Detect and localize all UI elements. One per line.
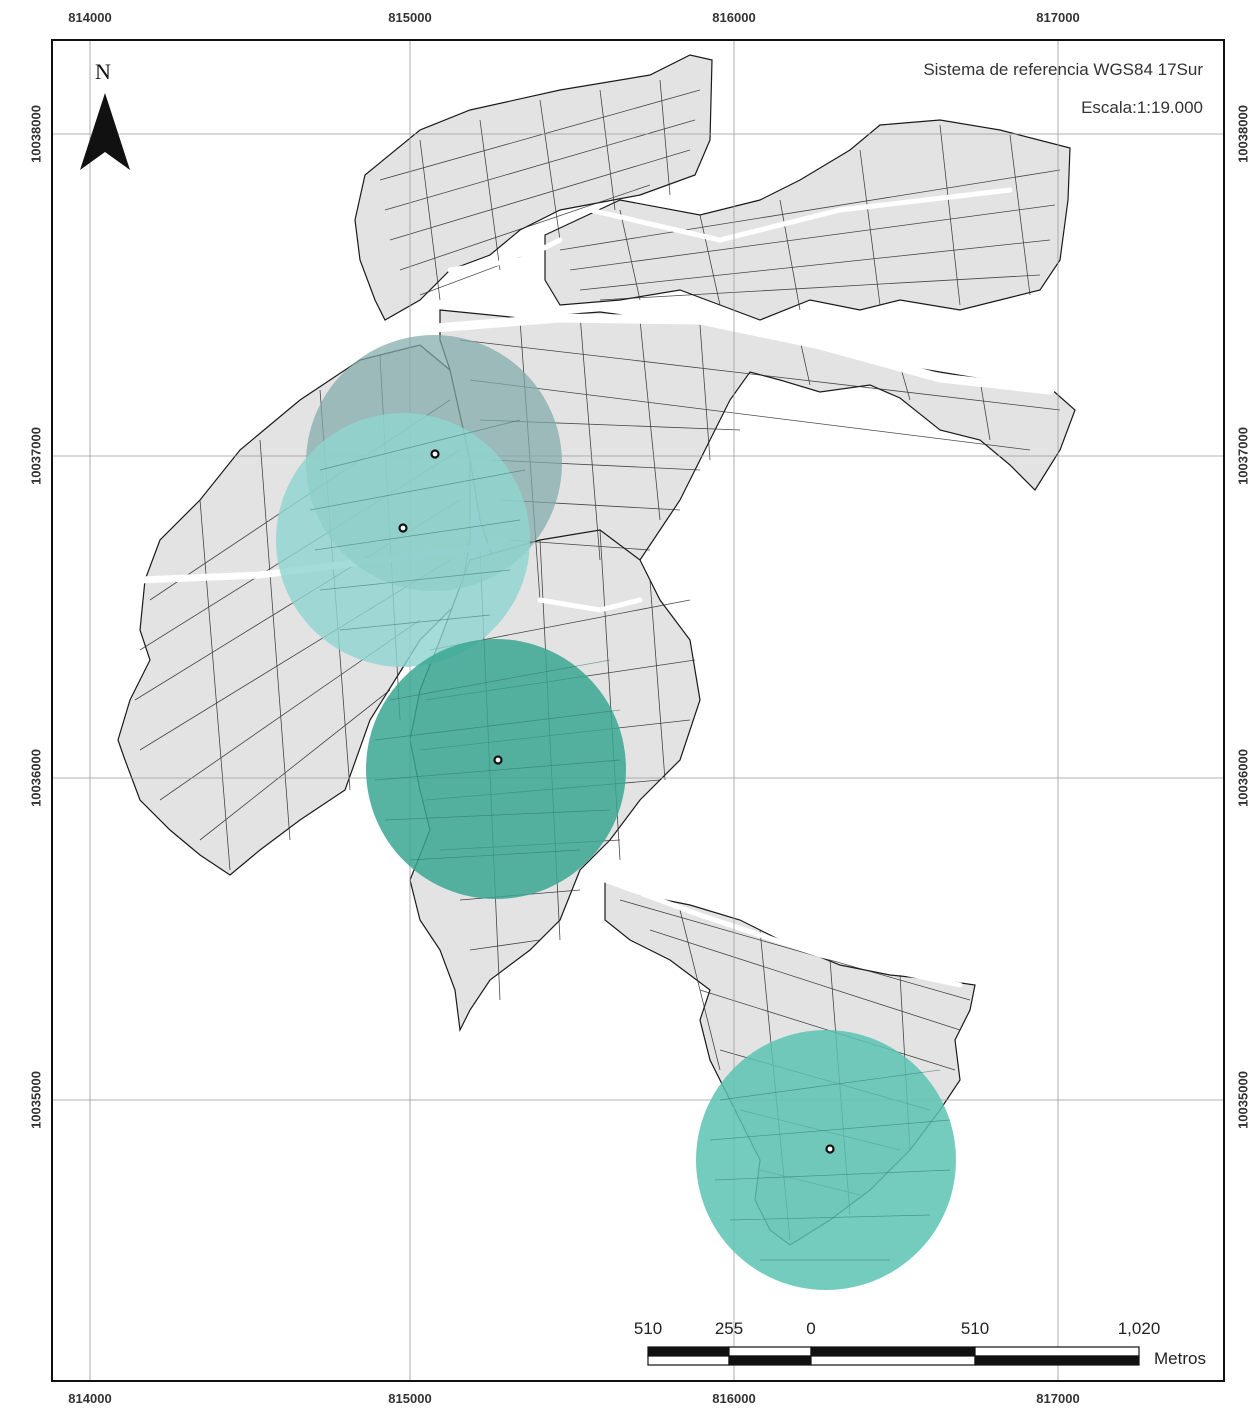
buffer-circle-4: [696, 1030, 956, 1290]
scale-bar-label: 510: [960, 1319, 990, 1338]
center-point-3: [493, 755, 503, 765]
scale-bar-label: 1,020: [1117, 1319, 1161, 1338]
easting-tick-bottom: 814000: [68, 1391, 112, 1406]
scale-bar: [647, 1346, 1140, 1366]
north-label: N: [95, 59, 111, 84]
easting-tick-bottom: 815000: [388, 1391, 432, 1406]
easting-tick-top: 815000: [388, 10, 432, 25]
scale-bar-label: 510: [633, 1319, 663, 1338]
easting-tick-top: 814000: [68, 10, 112, 25]
map-frame: [51, 39, 1225, 1382]
center-point-2: [398, 523, 408, 533]
coordinate-grid: [52, 40, 1224, 1381]
center-points: [398, 449, 835, 1154]
buffer-circle-3: [366, 639, 626, 899]
scale-bar-units: Metros: [1154, 1349, 1206, 1368]
easting-tick-top: 817000: [1036, 10, 1080, 25]
north-arrow-icon: [80, 93, 130, 170]
buffer-layer: [276, 335, 956, 1290]
scale-bar-label: 0: [806, 1319, 816, 1338]
reference-system-label: Sistema de referencia WGS84 17Sur: [923, 60, 1203, 79]
easting-tick-bottom: 817000: [1036, 1391, 1080, 1406]
scale-text: Escala:1:19.000: [1081, 98, 1203, 117]
parcel-block: [354, 54, 713, 321]
buffer-circle-2: [276, 413, 530, 667]
easting-tick-bottom: 816000: [712, 1391, 756, 1406]
scale-bar-label: 255: [714, 1319, 744, 1338]
urban-parcels: [117, 54, 1076, 1246]
center-point-1: [430, 449, 440, 459]
center-point-4: [825, 1144, 835, 1154]
easting-tick-top: 816000: [712, 10, 756, 25]
